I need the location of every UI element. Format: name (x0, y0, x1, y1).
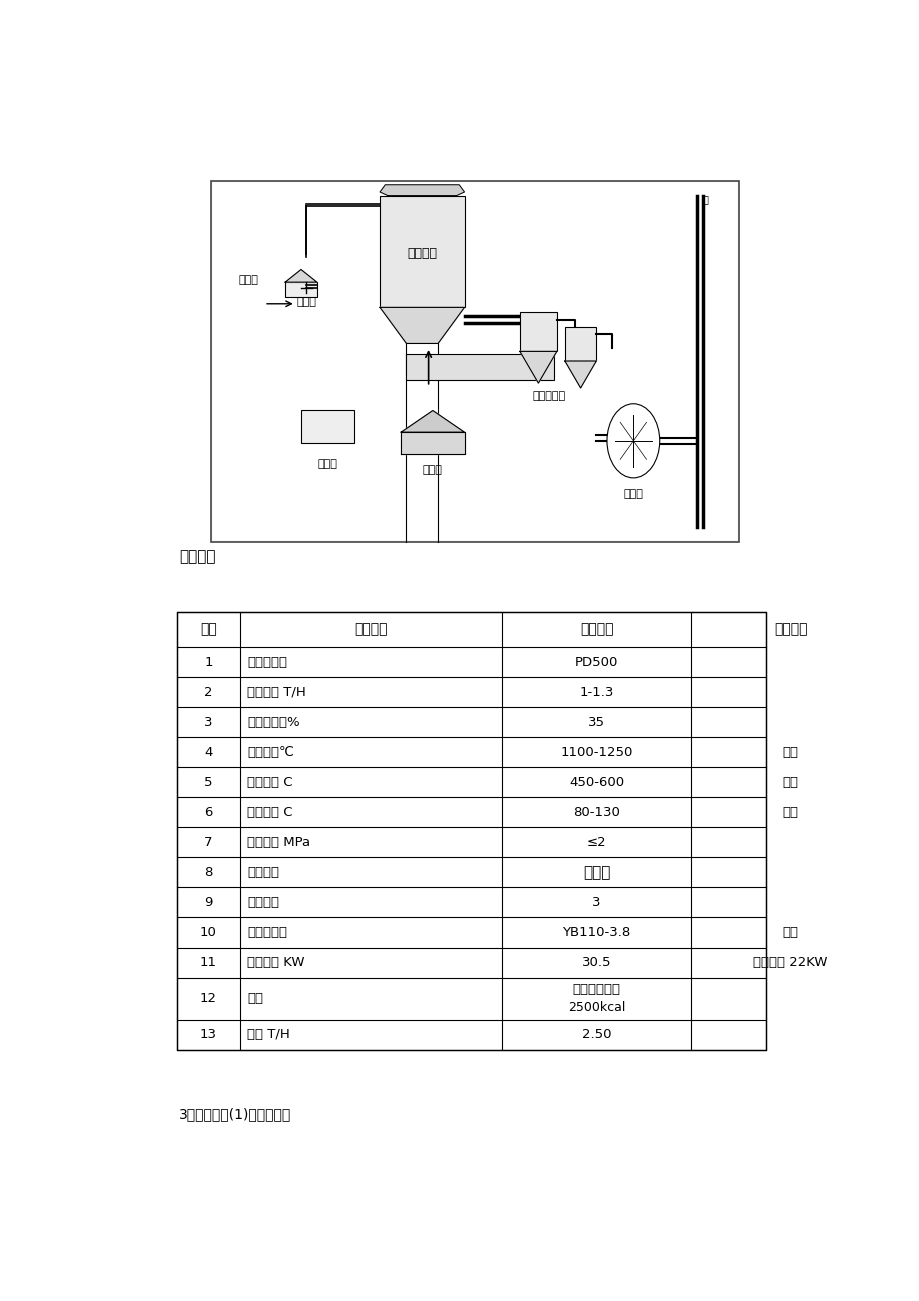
Text: 可调: 可调 (782, 805, 798, 818)
Text: 450-600: 450-600 (569, 775, 623, 788)
Text: 进风温度 C: 进风温度 C (246, 775, 292, 788)
Text: 主排风机 22KW: 主排风机 22KW (753, 956, 827, 969)
Text: 烟: 烟 (702, 194, 709, 204)
Text: 旋风除尘器: 旋风除尘器 (532, 392, 565, 401)
Text: 水耗 T/H: 水耗 T/H (246, 1028, 289, 1041)
Polygon shape (380, 185, 464, 195)
Text: 可调: 可调 (782, 775, 798, 788)
Polygon shape (380, 307, 464, 343)
Bar (285, 282, 316, 297)
Text: 2: 2 (204, 686, 212, 699)
Text: 燃料种类: 燃料种类 (246, 866, 278, 879)
Text: 喷雾塔体: 喷雾塔体 (407, 247, 437, 260)
Polygon shape (285, 269, 316, 282)
Text: 1: 1 (204, 656, 212, 669)
Bar (212, 183, 737, 540)
Text: 30.5: 30.5 (581, 956, 611, 969)
Text: 12: 12 (199, 993, 217, 1006)
Text: 2.50: 2.50 (581, 1028, 611, 1041)
Text: 35: 35 (587, 716, 605, 729)
Text: 可调: 可调 (782, 745, 798, 758)
Text: 3、系统配置(1)燃烧系统：: 3、系统配置(1)燃烧系统： (179, 1107, 291, 1121)
Text: 干粉产量 T/H: 干粉产量 T/H (246, 686, 305, 699)
Text: 泥浆压力 MPa: 泥浆压力 MPa (246, 835, 310, 848)
Bar (211, 181, 738, 541)
Text: 排风温度 C: 排风温度 C (246, 805, 292, 818)
Text: 备　　注: 备 注 (773, 622, 807, 636)
Text: 序号: 序号 (199, 622, 217, 636)
Text: 5: 5 (204, 775, 212, 788)
Text: YB110-3.8: YB110-3.8 (562, 926, 630, 939)
Text: 11: 11 (199, 956, 217, 969)
Text: 技术指标: 技术指标 (179, 549, 215, 563)
Polygon shape (519, 351, 556, 382)
Text: 6: 6 (204, 805, 212, 818)
Text: 80-130: 80-130 (573, 805, 619, 818)
Polygon shape (401, 432, 464, 454)
Text: 10: 10 (199, 926, 217, 939)
Text: 13: 13 (199, 1028, 217, 1041)
Text: 泥浆含水率%: 泥浆含水率% (246, 716, 300, 729)
Text: 柱塞泵: 柱塞泵 (317, 459, 337, 468)
Text: 喷枪数量: 喷枪数量 (246, 896, 278, 909)
Text: 每公斤蒸发水: 每公斤蒸发水 (572, 982, 620, 995)
Text: 能耗: 能耗 (246, 993, 263, 1006)
Bar (176, 611, 766, 1050)
Text: 规　　格: 规 格 (579, 622, 613, 636)
Bar (380, 195, 464, 307)
Polygon shape (564, 360, 596, 388)
Text: 喷雾塔型号: 喷雾塔型号 (246, 656, 287, 669)
Text: 炉膛温度℃: 炉膛温度℃ (246, 745, 293, 758)
Text: 液化气: 液化气 (583, 865, 609, 879)
Text: PD500: PD500 (574, 656, 618, 669)
Text: 1-1.3: 1-1.3 (579, 686, 613, 699)
Text: 1100-1250: 1100-1250 (560, 745, 632, 758)
Text: 液化气: 液化气 (238, 276, 258, 285)
Bar (564, 328, 596, 360)
Text: 7: 7 (204, 835, 212, 848)
Text: 装机容量 KW: 装机容量 KW (246, 956, 304, 969)
Bar (406, 354, 553, 380)
Circle shape (607, 403, 659, 477)
Text: 3: 3 (204, 716, 212, 729)
Text: 热风炉: 热风炉 (296, 297, 316, 307)
Text: 拌动炉: 拌动炉 (423, 464, 442, 475)
Text: 名　　称: 名 称 (354, 622, 387, 636)
Text: ≤2: ≤2 (586, 835, 606, 848)
Text: 8: 8 (204, 866, 212, 879)
Text: 2500kcal: 2500kcal (567, 1002, 625, 1015)
Text: 4: 4 (204, 745, 212, 758)
Polygon shape (401, 411, 464, 432)
Text: 一台: 一台 (782, 926, 798, 939)
Text: 3: 3 (592, 896, 600, 909)
Bar (301, 410, 353, 442)
Text: 9: 9 (204, 896, 212, 909)
Bar (519, 312, 556, 351)
Text: 泥浆泵型号: 泥浆泵型号 (246, 926, 287, 939)
Text: 引风机: 引风机 (623, 489, 642, 498)
